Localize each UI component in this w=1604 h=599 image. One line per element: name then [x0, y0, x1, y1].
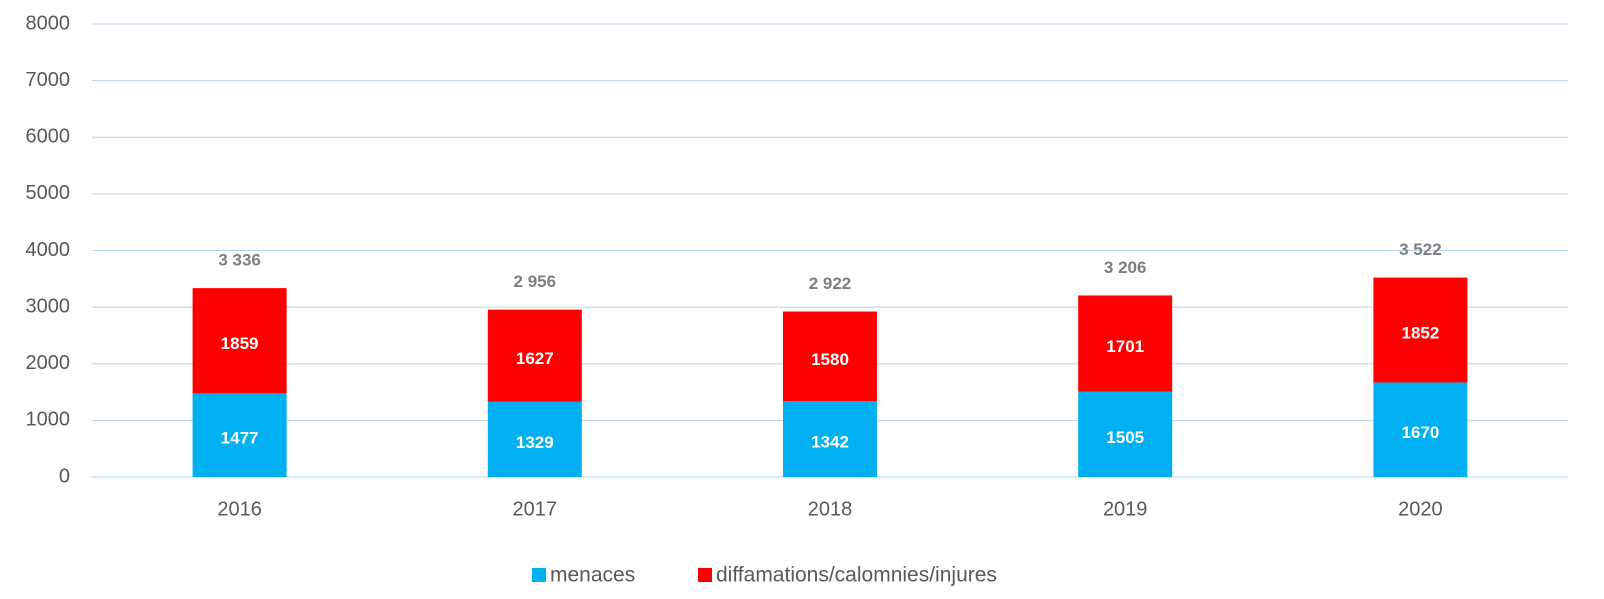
- y-tick-label: 4000: [26, 239, 71, 261]
- data-label: 1627: [516, 349, 554, 368]
- legend-label: diffamations/calomnies/injures: [716, 564, 997, 587]
- x-tick-label: 2016: [217, 498, 262, 520]
- y-tick-label: 0: [59, 465, 70, 487]
- bar-segment: [1078, 391, 1173, 477]
- bar-segment: [783, 401, 877, 477]
- total-label: 3 522: [1399, 240, 1442, 259]
- bar-segment: [487, 309, 582, 402]
- bar-segment: [1078, 295, 1173, 392]
- data-label: 1859: [221, 334, 259, 353]
- total-label: 2 956: [514, 272, 557, 291]
- data-label: 1477: [221, 429, 259, 448]
- data-label: 1580: [811, 350, 849, 369]
- data-label: 1505: [1106, 428, 1144, 447]
- y-tick-label: 1000: [26, 409, 71, 431]
- x-tick-label: 2020: [1398, 498, 1443, 520]
- bar-segment: [1373, 382, 1468, 477]
- data-label: 1342: [811, 432, 849, 451]
- total-label: 2 922: [809, 274, 852, 293]
- bar-segment: [487, 401, 582, 477]
- total-label: 3 336: [218, 251, 261, 270]
- legend-label: menaces: [550, 564, 635, 587]
- x-tick-label: 2018: [808, 498, 853, 520]
- total-label: 3 206: [1104, 258, 1147, 277]
- data-label: 1701: [1106, 337, 1144, 356]
- y-tick-label: 3000: [26, 295, 71, 317]
- y-tick-label: 2000: [26, 352, 71, 374]
- y-tick-label: 5000: [26, 182, 71, 204]
- bar-segment: [192, 288, 287, 394]
- legend-swatch: [698, 568, 712, 582]
- x-tick-label: 2019: [1103, 498, 1148, 520]
- bar-segment: [192, 393, 287, 477]
- data-label: 1852: [1401, 323, 1439, 342]
- bar-segment: [1373, 277, 1468, 383]
- y-tick-label: 7000: [26, 69, 71, 91]
- y-tick-label: 6000: [26, 126, 71, 148]
- x-tick-label: 2017: [513, 498, 558, 520]
- legend-swatch: [532, 568, 546, 582]
- data-label: 1329: [516, 433, 554, 452]
- data-label: 1670: [1401, 423, 1439, 442]
- y-tick-label: 8000: [26, 12, 71, 34]
- bar-segment: [783, 311, 877, 402]
